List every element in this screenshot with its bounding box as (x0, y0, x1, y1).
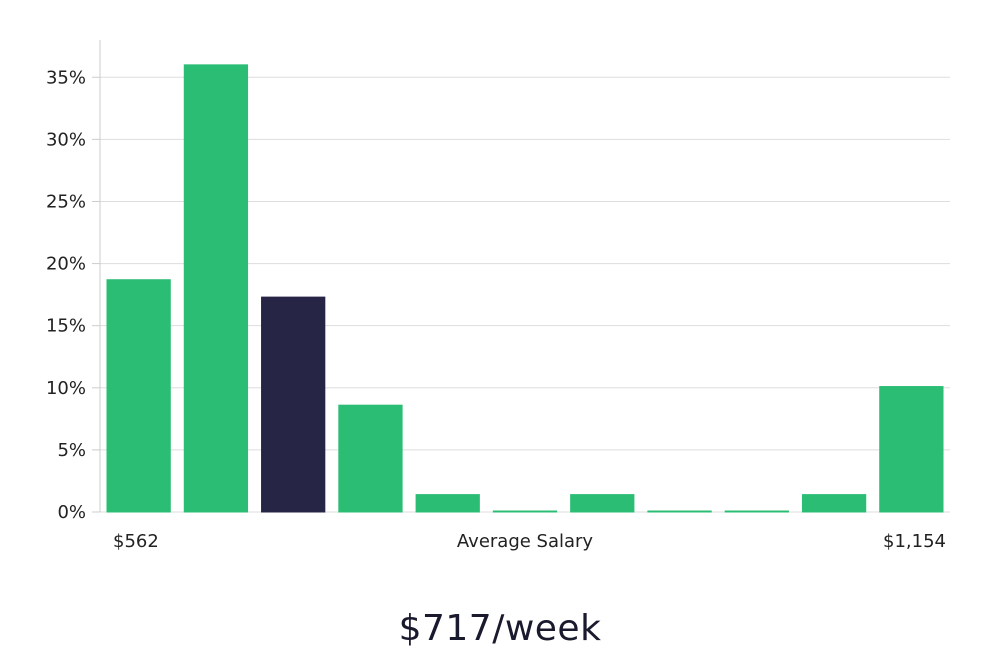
y-tick-label: 15% (46, 316, 86, 337)
bar (570, 494, 635, 513)
bar (879, 386, 944, 513)
bar (106, 279, 171, 513)
y-axis: 0% 5% 10% 15% 20% 25% 30% 35% (46, 40, 101, 523)
bar (183, 64, 249, 513)
x-axis-title: Average Salary (457, 531, 594, 552)
bar (415, 494, 480, 513)
y-tick-label: 25% (46, 191, 86, 212)
y-tick-label: 10% (46, 378, 86, 399)
bar (647, 510, 712, 513)
weekly-salary-headline: $717/week (398, 608, 602, 649)
y-tick-label: 20% (46, 254, 86, 275)
bar-highlighted (261, 296, 326, 513)
bar (801, 494, 867, 513)
x-max-label: $1,154 (883, 531, 946, 552)
bar (338, 404, 403, 513)
bar (492, 510, 558, 513)
salary-histogram: 0% 5% 10% 15% 20% 25% 30% 35% $562 Average Sala… (46, 40, 950, 552)
bar (724, 510, 789, 513)
y-tick-label: 35% (46, 67, 86, 88)
y-tick-label: 0% (57, 502, 86, 523)
y-tick-label: 5% (57, 440, 86, 461)
bars (106, 64, 944, 513)
y-tick-label: 30% (46, 129, 86, 150)
x-min-label: $562 (113, 531, 159, 552)
